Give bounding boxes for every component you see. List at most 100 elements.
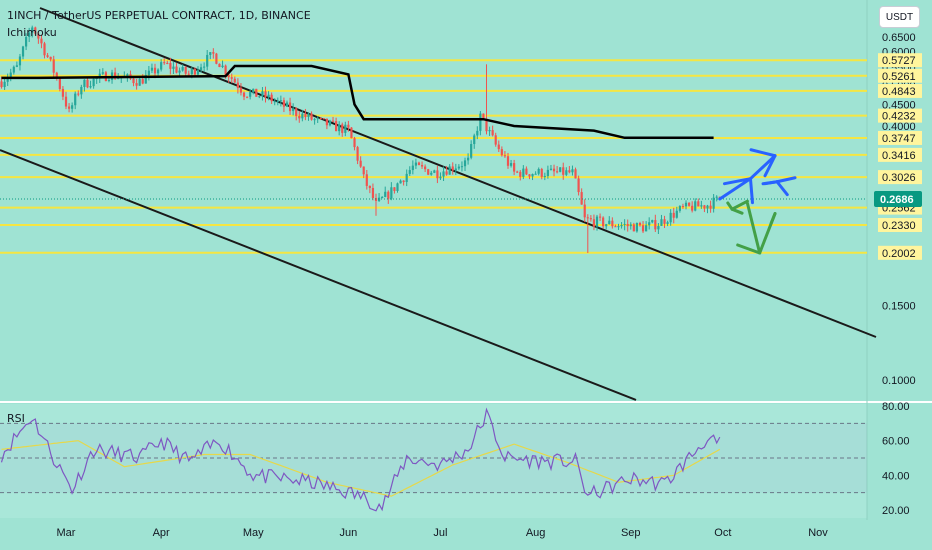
candle-body xyxy=(0,81,3,88)
candle-body xyxy=(67,106,71,109)
candle-body xyxy=(546,169,549,177)
candle-body xyxy=(77,93,80,95)
candle-body xyxy=(709,205,712,209)
candle-body xyxy=(417,162,421,165)
candle-body xyxy=(135,83,138,86)
candle-body xyxy=(52,59,55,73)
level-tag-text: 0.5727 xyxy=(882,55,916,67)
candle-body xyxy=(387,191,390,199)
candle-body xyxy=(331,120,335,122)
level-tag-text: 0.2002 xyxy=(882,248,916,260)
date-tick-may: May xyxy=(243,527,264,539)
candle-body xyxy=(3,81,6,88)
level-tag-0: 0.5727 xyxy=(878,53,922,68)
candle-body xyxy=(374,197,378,201)
green-projection-arrow[interactable] xyxy=(726,199,777,255)
candle-body xyxy=(258,96,261,98)
currency-button[interactable]: USDT xyxy=(879,6,920,28)
level-tag-bg xyxy=(878,83,922,98)
level-tag-bg xyxy=(878,245,922,260)
indicator-label[interactable]: Ichimoku xyxy=(7,26,57,39)
candle-body xyxy=(509,163,513,166)
candle-body xyxy=(74,93,77,106)
candle-body xyxy=(463,160,467,167)
candle-body xyxy=(356,147,359,161)
candle-body xyxy=(629,224,632,227)
candle-body xyxy=(43,43,46,56)
candle-body xyxy=(565,170,568,175)
candle-body xyxy=(224,65,227,76)
candle-body xyxy=(454,168,457,171)
date-tick-sep: Sep xyxy=(621,527,641,539)
candle-body xyxy=(543,176,546,178)
candle-body xyxy=(654,220,657,230)
candle-body xyxy=(206,54,209,67)
green-arrow-segment xyxy=(736,243,762,255)
candle-body xyxy=(199,67,203,71)
candle-body xyxy=(479,113,482,131)
candle-body xyxy=(307,113,310,118)
rsi-ma-line[interactable] xyxy=(1,440,721,497)
candle-body xyxy=(12,66,15,73)
candle-body xyxy=(9,72,12,78)
candle-body xyxy=(525,168,528,175)
candle-body xyxy=(531,174,534,177)
candle-body xyxy=(365,174,368,186)
chart-title: 1INCH / TetherUS PERPETUAL CONTRACT, 1D,… xyxy=(7,9,311,22)
candle-body xyxy=(436,170,439,179)
candle-body xyxy=(160,62,163,70)
candle-body xyxy=(503,155,507,157)
rsi-label[interactable]: RSI xyxy=(7,412,25,425)
candle-body xyxy=(196,70,200,75)
candle-body xyxy=(574,169,577,179)
candle-body xyxy=(485,118,488,132)
channel-upper-line[interactable] xyxy=(39,7,877,338)
candle-body xyxy=(28,32,31,37)
level-tag-bg xyxy=(878,217,922,232)
blue-arrow-segment xyxy=(748,154,777,181)
candle-body xyxy=(24,36,28,47)
candle-body xyxy=(276,100,279,102)
rsi-tick-3: 20.00 xyxy=(882,505,910,517)
candle-body xyxy=(672,212,675,218)
candle-body xyxy=(580,192,583,205)
candle-body xyxy=(141,79,144,84)
candle-body xyxy=(255,88,258,97)
level-tag-8: 0.2330 xyxy=(878,217,922,232)
candle-body xyxy=(408,170,411,174)
date-tick-mar: Mar xyxy=(57,527,76,539)
rsi-line[interactable] xyxy=(0,407,721,512)
blue-arrow-segment xyxy=(775,176,797,184)
channel-lower-line[interactable] xyxy=(0,149,637,401)
price-tick-5: 0.4000 xyxy=(882,121,916,133)
candle-body xyxy=(150,67,154,71)
candle-body xyxy=(353,138,356,148)
candle-body xyxy=(568,170,571,173)
candle-body xyxy=(21,46,25,57)
candle-body xyxy=(15,65,18,67)
candle-body xyxy=(592,219,596,227)
green-arrow-segment xyxy=(769,212,777,226)
candle-body xyxy=(71,105,74,109)
candle-body xyxy=(519,171,522,177)
level-tag-text: 0.5261 xyxy=(882,71,916,83)
blue-projection-arrow[interactable] xyxy=(718,148,797,205)
candle-body xyxy=(712,197,715,209)
candle-body xyxy=(46,55,49,57)
candle-body xyxy=(632,224,635,232)
last-price-tag xyxy=(874,190,922,207)
candle-body xyxy=(562,167,565,175)
candle-body xyxy=(61,88,65,97)
candle-body xyxy=(611,220,614,227)
candle-body xyxy=(193,69,197,75)
level-tag-bg xyxy=(878,108,922,123)
candle-body xyxy=(411,165,414,171)
candle-body xyxy=(660,219,663,226)
ichimoku-base-line[interactable] xyxy=(1,64,714,140)
candle-body xyxy=(697,201,700,207)
candle-body xyxy=(212,52,215,54)
candle-body xyxy=(669,212,672,223)
level-tag-text: 0.2330 xyxy=(882,220,916,232)
candle-body xyxy=(402,180,405,183)
